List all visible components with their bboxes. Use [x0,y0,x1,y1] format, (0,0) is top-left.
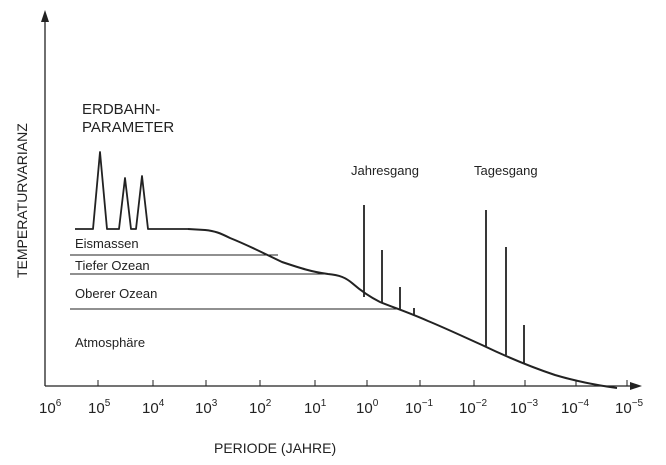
reservoir-label-oberer-ozean: Oberer Ozean [75,286,157,301]
x-tick-labels: 106 105 104 103 102 101 100 10−1 10−2 10… [39,398,644,417]
reservoir-label-eismassen: Eismassen [75,236,139,251]
x-tick-label: 103 [195,398,218,417]
annual-cycle-label: Jahresgang [351,163,419,178]
orbital-label-line2: PARAMETER [82,119,174,136]
daily-cycle-label: Tagesgang [474,163,538,178]
x-tick-marks [44,380,628,386]
x-axis-title: PERIODE (JAHRE) [214,440,336,456]
reservoir-label-atmosphaere: Atmosphäre [75,335,145,350]
x-tick-label: 101 [304,398,327,417]
x-tick-label: 10−5 [615,398,644,417]
reservoir-label-tiefer-ozean: Tiefer Ozean [75,258,150,273]
x-tick-label: 100 [356,398,379,417]
x-tick-label: 105 [88,398,111,417]
x-tick-label: 102 [249,398,272,417]
x-tick-label: 10−3 [510,398,539,417]
y-axis-title: TEMPERATURVARIANZ [14,123,30,278]
x-axis-arrow [630,382,642,390]
x-tick-label: 104 [142,398,165,417]
orbital-label-line1: ERDBAHN- [82,101,160,118]
reservoir-lines [70,254,398,310]
x-tick-label: 10−4 [561,398,590,417]
x-tick-label: 106 [39,398,62,417]
y-axis-arrow [41,10,49,22]
orbital-peaks-curve [75,151,188,230]
spectral-spikes [363,205,525,364]
x-tick-label: 10−2 [459,398,488,417]
x-tick-label: 10−1 [405,398,434,417]
